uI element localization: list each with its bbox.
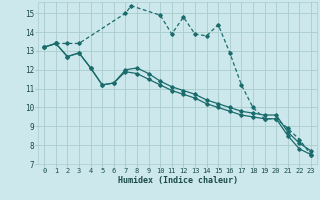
X-axis label: Humidex (Indice chaleur): Humidex (Indice chaleur): [118, 176, 238, 185]
